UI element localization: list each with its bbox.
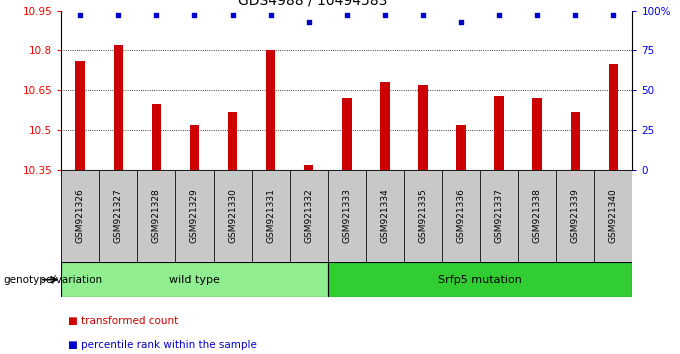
Bar bbox=[214, 170, 252, 262]
Point bbox=[189, 12, 200, 18]
Bar bbox=[266, 51, 275, 170]
Text: GSM921327: GSM921327 bbox=[114, 189, 123, 243]
Text: GSM921339: GSM921339 bbox=[571, 188, 580, 244]
Point bbox=[418, 12, 428, 18]
Text: GSM921333: GSM921333 bbox=[342, 188, 352, 244]
Text: ■ percentile rank within the sample: ■ percentile rank within the sample bbox=[68, 341, 257, 350]
Bar bbox=[175, 170, 214, 262]
Bar bbox=[594, 170, 632, 262]
Text: genotype/variation: genotype/variation bbox=[3, 275, 103, 285]
Text: GSM921335: GSM921335 bbox=[418, 188, 428, 244]
Bar bbox=[328, 262, 632, 297]
Point bbox=[341, 12, 352, 18]
Point bbox=[227, 12, 238, 18]
Point bbox=[151, 12, 162, 18]
Point bbox=[608, 12, 619, 18]
Text: Srfp5 mutation: Srfp5 mutation bbox=[438, 275, 522, 285]
Point bbox=[570, 12, 581, 18]
Bar bbox=[342, 98, 352, 170]
Text: ■ transformed count: ■ transformed count bbox=[68, 316, 178, 326]
Text: GSM921330: GSM921330 bbox=[228, 188, 237, 244]
Bar bbox=[61, 262, 328, 297]
Bar bbox=[480, 170, 518, 262]
Bar bbox=[456, 125, 466, 170]
Bar bbox=[532, 98, 542, 170]
Point bbox=[532, 12, 543, 18]
Point bbox=[303, 19, 314, 24]
Point bbox=[75, 12, 86, 18]
Text: GSM921334: GSM921334 bbox=[380, 189, 390, 243]
Bar bbox=[99, 170, 137, 262]
Text: GSM921329: GSM921329 bbox=[190, 189, 199, 243]
Bar bbox=[114, 45, 123, 170]
Text: GSM921337: GSM921337 bbox=[494, 188, 504, 244]
Bar bbox=[290, 170, 328, 262]
Bar bbox=[366, 170, 404, 262]
Point bbox=[456, 19, 466, 24]
Point bbox=[113, 12, 124, 18]
Text: wild type: wild type bbox=[169, 275, 220, 285]
Bar bbox=[252, 170, 290, 262]
Bar bbox=[404, 170, 442, 262]
Bar bbox=[328, 170, 366, 262]
Bar bbox=[494, 96, 504, 170]
Text: GDS4988 / 10494583: GDS4988 / 10494583 bbox=[238, 0, 388, 7]
Bar bbox=[418, 85, 428, 170]
Bar bbox=[304, 165, 313, 170]
Point bbox=[265, 12, 276, 18]
Text: GSM921328: GSM921328 bbox=[152, 189, 161, 243]
Bar bbox=[556, 170, 594, 262]
Bar bbox=[609, 64, 618, 170]
Bar bbox=[518, 170, 556, 262]
Point bbox=[494, 12, 505, 18]
Bar bbox=[442, 170, 480, 262]
Bar bbox=[571, 112, 580, 170]
Bar bbox=[190, 125, 199, 170]
Text: GSM921340: GSM921340 bbox=[609, 189, 618, 243]
Text: GSM921332: GSM921332 bbox=[304, 189, 313, 243]
Text: GSM921326: GSM921326 bbox=[75, 189, 85, 243]
Point bbox=[379, 12, 390, 18]
Text: GSM921336: GSM921336 bbox=[456, 188, 466, 244]
Bar bbox=[380, 82, 390, 170]
Bar bbox=[228, 112, 237, 170]
Bar bbox=[75, 61, 85, 170]
Text: GSM921338: GSM921338 bbox=[532, 188, 542, 244]
Bar bbox=[61, 170, 99, 262]
Bar bbox=[137, 170, 175, 262]
Bar bbox=[152, 104, 161, 170]
Text: GSM921331: GSM921331 bbox=[266, 188, 275, 244]
